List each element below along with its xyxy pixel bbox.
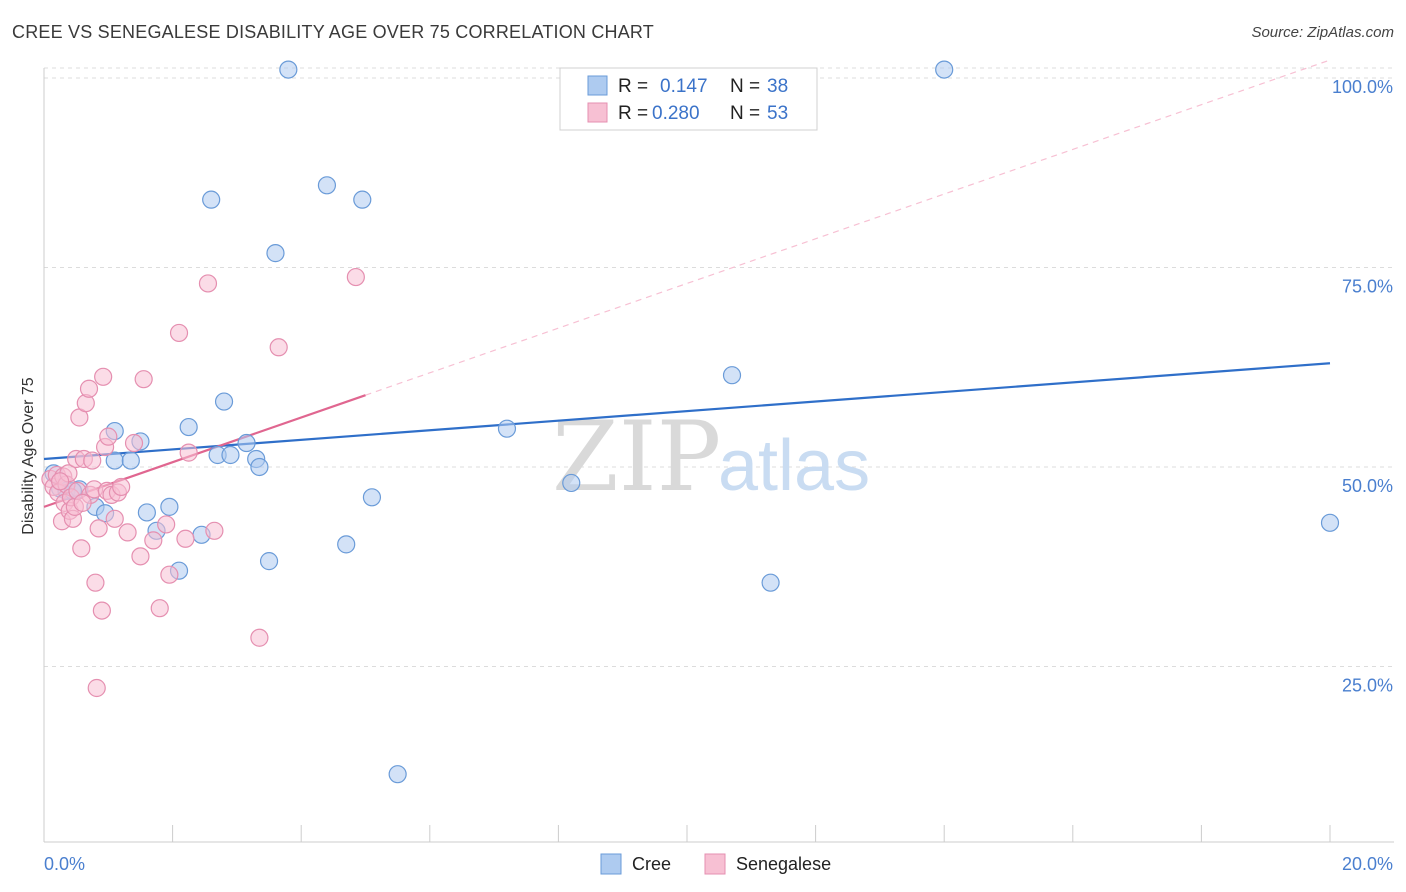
point-cree-36 — [1320, 513, 1340, 532]
point-senegalese-52 — [50, 472, 70, 491]
point-cree-33 — [722, 366, 742, 385]
point-cree-22 — [250, 457, 269, 477]
point-senegalese-32 — [105, 509, 124, 528]
legend-swatch-cree — [587, 75, 608, 96]
point-senegalese-36 — [124, 433, 144, 453]
point-cree-27 — [337, 535, 356, 554]
point-cree-31 — [497, 419, 517, 438]
bottom-legend-label-cree: Cree — [632, 854, 671, 874]
point-senegalese-50 — [346, 267, 365, 287]
point-cree-24 — [266, 244, 285, 263]
point-senegalese-35 — [118, 523, 137, 542]
point-senegalese-24 — [87, 678, 106, 698]
point-cree-19 — [221, 445, 240, 465]
point-cree-8 — [121, 451, 140, 470]
point-cree-20 — [237, 433, 256, 453]
point-senegalese-26 — [92, 601, 111, 620]
point-cree-32 — [562, 473, 581, 493]
y-axis-title: Disability Age Over 75 — [20, 377, 37, 535]
point-cree-26 — [317, 176, 337, 195]
point-senegalese-23 — [86, 573, 105, 592]
legend: R = 0.147 N = 38 R = 0.280 N = 53 — [559, 67, 818, 131]
point-senegalese-27 — [94, 367, 113, 386]
point-cree-18 — [214, 392, 234, 411]
point-senegalese-37 — [131, 547, 150, 566]
bottom-legend-swatch-cree — [600, 853, 622, 875]
point-cree-23 — [259, 552, 279, 571]
grid-lines — [44, 67, 1394, 667]
point-cree-10 — [137, 503, 156, 522]
point-senegalese-38 — [134, 370, 153, 389]
point-senegalese-46 — [198, 274, 218, 293]
point-senegalese-30 — [99, 427, 118, 446]
legend-n-label-cree: N = — [730, 76, 760, 97]
point-senegalese-51 — [73, 493, 92, 512]
point-cree-12 — [160, 497, 179, 516]
data-points — [41, 60, 1340, 784]
point-senegalese-45 — [179, 443, 198, 462]
y-tick-label-3: 100.0% — [1332, 77, 1393, 97]
point-cree-28 — [353, 190, 372, 209]
point-senegalese-48 — [250, 628, 269, 647]
legend-n-label-senegalese: N = — [730, 103, 760, 124]
watermark-atlas: atlas — [718, 426, 870, 506]
legend-n-value-cree: 38 — [767, 76, 788, 97]
bottom-legend-swatch-senegalese — [704, 853, 726, 875]
point-senegalese-21 — [83, 451, 102, 470]
x-tick-marks — [43, 825, 1331, 842]
y-tick-labels: 25.0% 50.0% 75.0% 100.0% — [1332, 77, 1393, 695]
point-senegalese-47 — [205, 521, 224, 540]
y-tick-label-0: 25.0% — [1342, 675, 1393, 695]
legend-swatch-senegalese — [587, 102, 608, 123]
source-label: Source: ZipAtlas.com — [1251, 24, 1394, 41]
point-cree-34 — [761, 573, 780, 592]
legend-n-value-senegalese: 53 — [767, 103, 788, 124]
point-senegalese-19 — [79, 379, 99, 398]
legend-r-value-senegalese: 0.280 — [652, 103, 700, 124]
point-cree-35 — [935, 60, 954, 79]
point-cree-16 — [202, 190, 221, 209]
legend-r-label-senegalese: R = — [618, 103, 648, 124]
legend-r-label-cree: R = — [618, 76, 648, 97]
y-tick-label-2: 75.0% — [1342, 276, 1393, 296]
bottom-legend-label-senegalese: Senegalese — [736, 854, 831, 874]
watermark-zip: ZIP — [552, 401, 721, 513]
x-tick-label-min: 0.0% — [44, 854, 85, 874]
point-senegalese-25 — [89, 519, 108, 538]
point-senegalese-42 — [160, 565, 179, 584]
point-cree-25 — [279, 60, 298, 79]
trend-line-cree — [43, 362, 1331, 461]
legend-r-value-cree: 0.147 — [660, 76, 708, 97]
point-senegalese-40 — [150, 599, 169, 618]
point-senegalese-16 — [72, 539, 91, 558]
point-cree-14 — [179, 417, 198, 437]
point-senegalese-34 — [112, 477, 131, 497]
point-cree-29 — [362, 488, 382, 507]
point-cree-30 — [388, 765, 407, 784]
watermark: ZIP atlas — [552, 401, 870, 513]
point-senegalese-41 — [157, 515, 176, 534]
y-tick-label-1: 50.0% — [1342, 476, 1393, 496]
bottom-legend: Cree Senegalese — [600, 853, 831, 875]
trend-dashed-senegalese — [365, 59, 1331, 396]
point-senegalese-43 — [169, 323, 189, 343]
point-senegalese-39 — [144, 531, 163, 550]
x-tick-label-max: 20.0% — [1342, 854, 1393, 874]
chart-title: CREE VS SENEGALESE DISABILITY AGE OVER 7… — [12, 22, 654, 42]
point-senegalese-44 — [176, 529, 195, 548]
point-senegalese-49 — [269, 338, 288, 357]
